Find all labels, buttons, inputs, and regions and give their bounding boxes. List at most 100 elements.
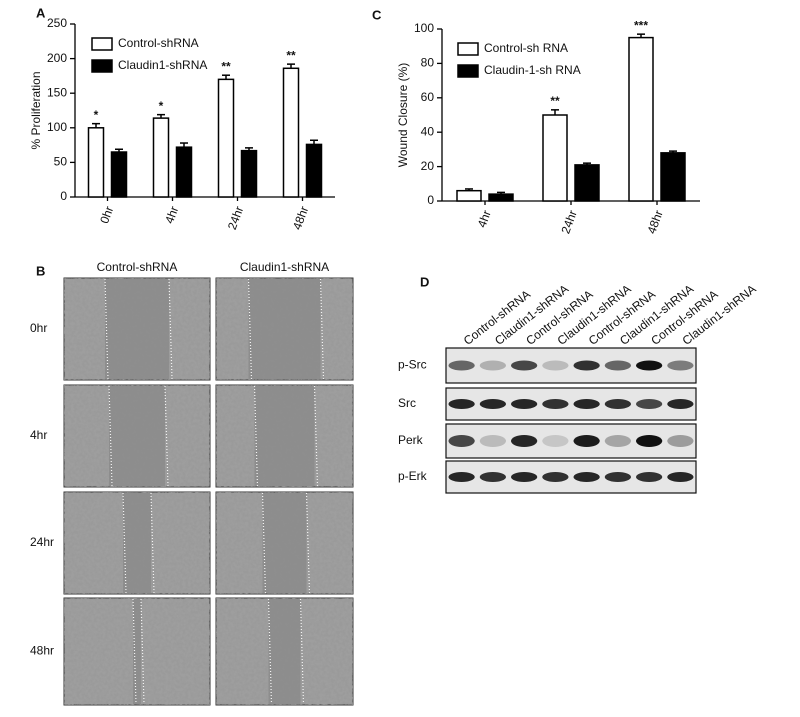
panel-label: B bbox=[36, 263, 45, 278]
legend-label: Control-shRNA bbox=[118, 36, 199, 50]
y-tick-label: 250 bbox=[47, 16, 67, 30]
y-tick-label: 50 bbox=[54, 155, 68, 169]
blot-label: p-Erk bbox=[398, 469, 428, 483]
x-tick-label: 0hr bbox=[97, 204, 116, 225]
blot-band bbox=[604, 472, 631, 482]
y-tick-label: 80 bbox=[421, 56, 435, 70]
wound-gap bbox=[123, 493, 151, 593]
blot-band bbox=[604, 399, 631, 409]
row-label: 24hr bbox=[30, 535, 54, 549]
blot-label: Src bbox=[398, 396, 416, 410]
blot-band bbox=[636, 472, 663, 482]
bar bbox=[305, 143, 323, 198]
legend-label: Control-sh RNA bbox=[484, 41, 568, 55]
bar bbox=[217, 78, 235, 198]
wound-gap bbox=[133, 599, 141, 704]
blot-band bbox=[479, 435, 506, 447]
bar bbox=[152, 117, 170, 198]
legend-swatch bbox=[91, 37, 113, 51]
significance: * bbox=[94, 108, 99, 122]
wound-edge bbox=[140, 598, 145, 705]
bar bbox=[110, 151, 128, 198]
blot-band bbox=[479, 472, 506, 482]
y-tick-label: 100 bbox=[414, 21, 434, 35]
bar bbox=[282, 67, 300, 198]
x-tick-label: 24hr bbox=[225, 204, 246, 231]
legend-swatch bbox=[457, 64, 479, 78]
y-axis-label: % Proliferation bbox=[29, 71, 43, 149]
y-tick-label: 100 bbox=[47, 120, 67, 134]
bar bbox=[87, 127, 105, 198]
blot-band bbox=[511, 435, 538, 447]
blot-band bbox=[448, 360, 475, 371]
legend-swatch bbox=[91, 59, 113, 73]
blot-band bbox=[636, 360, 663, 371]
blot-band bbox=[511, 360, 538, 371]
significance: * bbox=[159, 99, 164, 113]
y-tick-label: 0 bbox=[427, 193, 434, 207]
blot-band bbox=[479, 399, 506, 409]
y-tick-label: 200 bbox=[47, 51, 67, 65]
wound-gap bbox=[105, 279, 169, 379]
bar bbox=[175, 146, 193, 198]
blot-band bbox=[542, 435, 569, 447]
blot-band bbox=[448, 399, 475, 409]
blot-band bbox=[604, 360, 631, 371]
wound-gap bbox=[254, 386, 315, 486]
significance: ** bbox=[550, 94, 560, 108]
significance: ** bbox=[286, 48, 296, 62]
x-tick-label: 48hr bbox=[290, 204, 311, 231]
blot-band bbox=[542, 399, 569, 409]
y-tick-label: 40 bbox=[421, 124, 435, 138]
blot-band bbox=[667, 472, 694, 482]
wound-edge bbox=[267, 598, 273, 705]
y-axis-label: Wound Closure (%) bbox=[396, 63, 410, 167]
blot-band bbox=[479, 360, 506, 371]
row-label: 4hr bbox=[30, 428, 47, 442]
blot-band bbox=[448, 435, 475, 447]
significance: ** bbox=[221, 59, 231, 73]
panel-label: C bbox=[372, 7, 382, 22]
wound-edge bbox=[299, 598, 305, 705]
blot-band bbox=[573, 435, 600, 447]
blot-band bbox=[542, 360, 569, 371]
significance: *** bbox=[634, 18, 648, 32]
blot-band bbox=[542, 472, 569, 482]
blot-band bbox=[636, 399, 663, 409]
column-header: Control-shRNA bbox=[97, 260, 178, 274]
blot-band bbox=[636, 435, 663, 447]
panel-label: D bbox=[420, 274, 429, 289]
blot-band bbox=[667, 360, 694, 371]
wound-gap bbox=[248, 279, 321, 379]
blot-band bbox=[573, 472, 600, 482]
row-label: 48hr bbox=[30, 644, 54, 658]
bar bbox=[660, 152, 686, 202]
wound-edge bbox=[132, 598, 137, 705]
wound-gap bbox=[262, 493, 307, 593]
blot-label: p-Src bbox=[398, 358, 427, 372]
x-tick-label: 24hr bbox=[558, 208, 579, 235]
bar bbox=[574, 164, 600, 202]
wound-gap bbox=[268, 599, 301, 704]
blot-band bbox=[448, 472, 475, 482]
bar bbox=[542, 114, 568, 202]
blot-band bbox=[511, 399, 538, 409]
legend-swatch bbox=[457, 42, 479, 56]
y-tick-label: 20 bbox=[421, 159, 435, 173]
blot-band bbox=[573, 360, 600, 371]
x-tick-label: 4hr bbox=[475, 208, 494, 229]
y-tick-label: 0 bbox=[60, 189, 67, 203]
blot-label: Perk bbox=[398, 433, 424, 447]
blot-band bbox=[667, 435, 694, 447]
legend-label: Claudin-1-sh RNA bbox=[484, 63, 581, 77]
blot-band bbox=[573, 399, 600, 409]
wound-gap bbox=[109, 386, 165, 486]
row-label: 0hr bbox=[30, 321, 47, 335]
blot-band bbox=[667, 399, 694, 409]
x-tick-label: 48hr bbox=[644, 208, 665, 235]
panel-label: A bbox=[36, 5, 46, 20]
x-tick-label: 4hr bbox=[162, 204, 181, 225]
blot-band bbox=[604, 435, 631, 447]
bar bbox=[628, 36, 654, 202]
